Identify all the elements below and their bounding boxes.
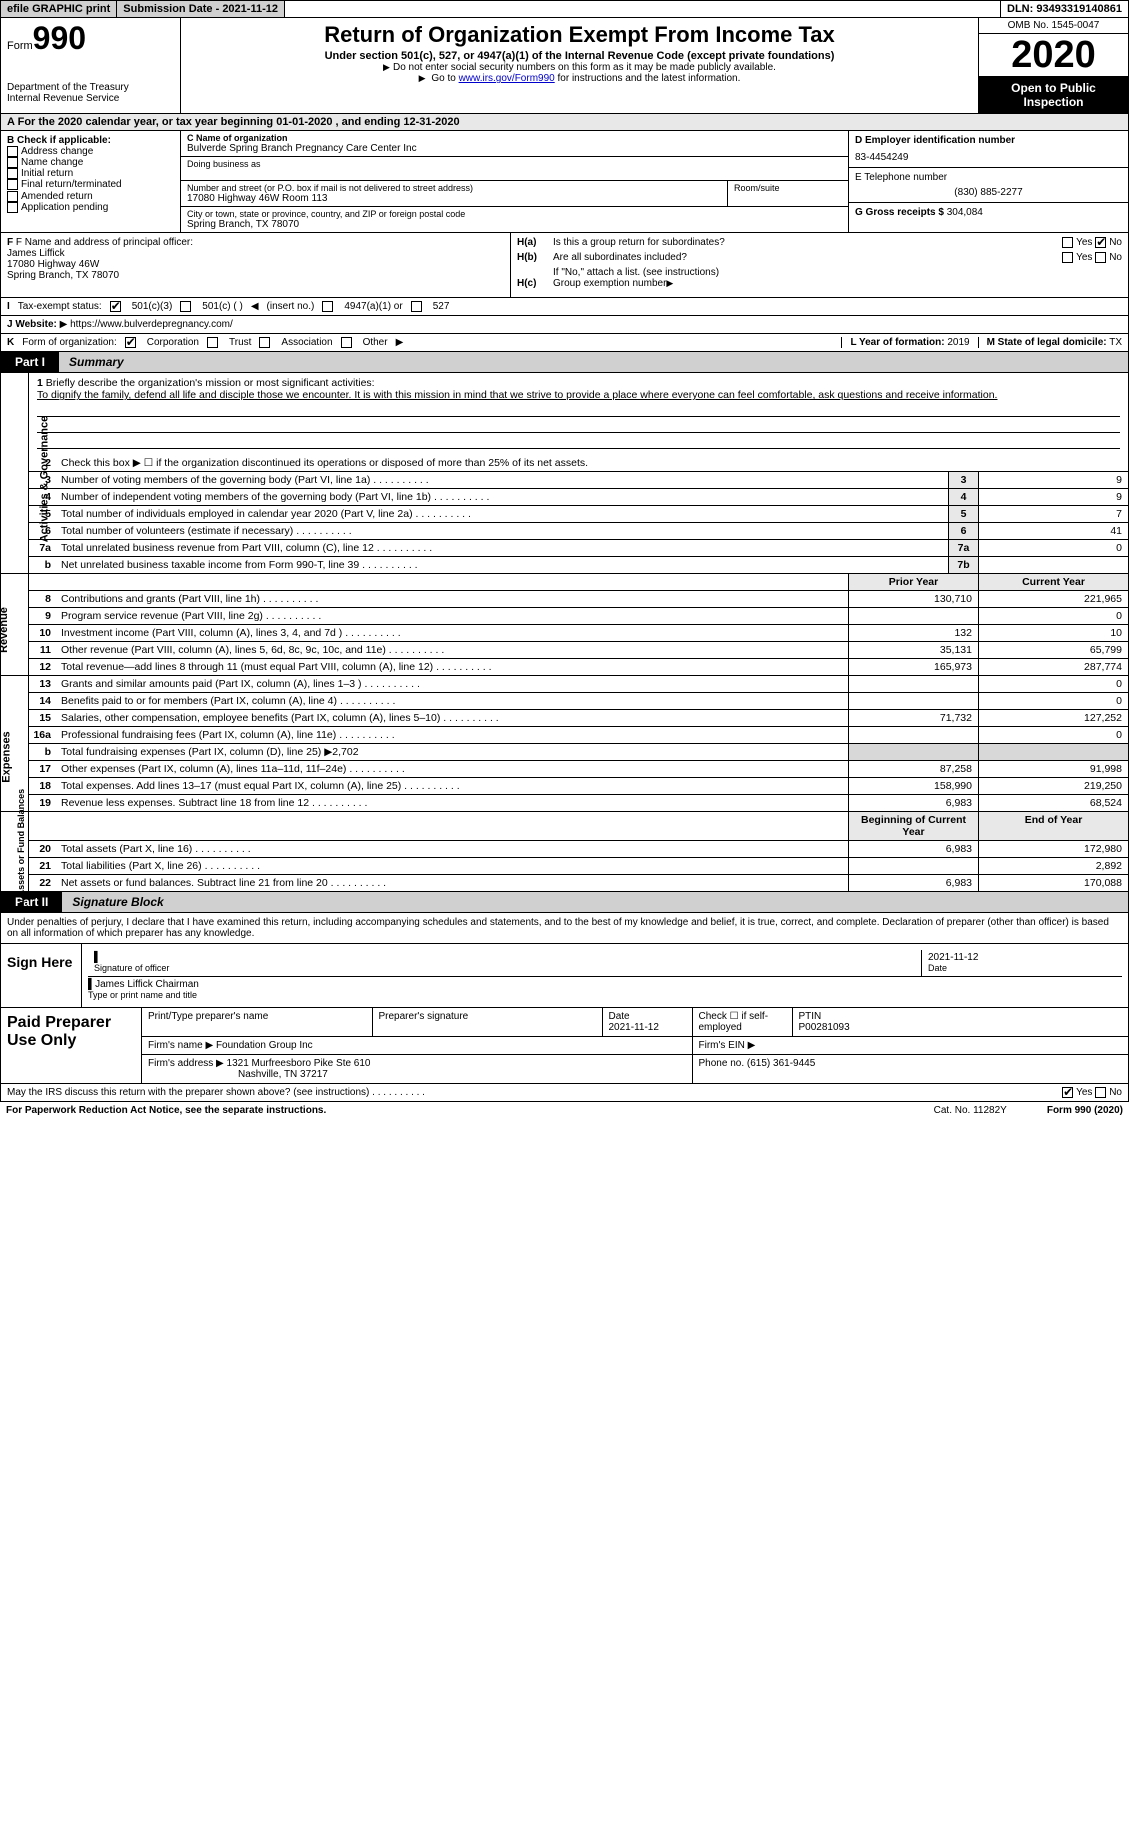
row-i: I Tax-exempt status: 501(c)(3) 501(c) ( … (0, 298, 1129, 316)
city-state-zip: Spring Branch, TX 78070 (187, 219, 842, 230)
block-bcd: B Check if applicable: Address change Na… (0, 131, 1129, 233)
tax-year: 2020 (979, 34, 1128, 77)
summary-rev: Revenue Prior YearCurrent Year 8Contribu… (0, 574, 1129, 676)
footer: For Paperwork Reduction Act Notice, see … (0, 1102, 1129, 1119)
omb-no: OMB No. 1545-0047 (979, 18, 1128, 34)
sig-decl: Under penalties of perjury, I declare th… (0, 913, 1129, 944)
officer-name: James Liffick (7, 248, 504, 259)
note-ssn: Do not enter social security numbers on … (187, 62, 972, 73)
sign-here: Sign Here ▌Signature of officer 2021-11-… (0, 944, 1129, 1008)
col-b: B Check if applicable: Address change Na… (1, 131, 181, 232)
col-c: C Name of organization Bulverde Spring B… (181, 131, 848, 232)
col-d: D Employer identification number 83-4454… (848, 131, 1128, 232)
header: Form990 Department of the Treasury Inter… (0, 18, 1129, 114)
form-prefix: Form (7, 40, 33, 52)
col-h: H(a)Is this a group return for subordina… (511, 233, 1128, 297)
website: https://www.bulverdepregnancy.com/ (70, 319, 233, 330)
col-f: F F Name and address of principal office… (1, 233, 511, 297)
paid-preparer: Paid Preparer Use Only Print/Type prepar… (0, 1008, 1129, 1084)
street-address: 17080 Highway 46W Room 113 (187, 193, 721, 204)
firm-phone: (615) 361-9445 (747, 1058, 815, 1069)
top-bar: efile GRAPHIC print Submission Date - 20… (0, 0, 1129, 18)
gross-receipts: 304,084 (947, 207, 983, 218)
mission-text: To dignify the family, defend all life a… (37, 389, 997, 401)
telephone: (830) 885-2277 (855, 183, 1122, 198)
part1-bar: Part I Summary (0, 352, 1129, 373)
firm-name: Foundation Group Inc (216, 1040, 313, 1051)
line-a: A For the 2020 calendar year, or tax yea… (0, 114, 1129, 131)
dln: DLN: 93493319140861 (1000, 1, 1128, 17)
form-title: Return of Organization Exempt From Incom… (187, 22, 972, 48)
org-name: Bulverde Spring Branch Pregnancy Care Ce… (187, 143, 842, 154)
block-fh: F F Name and address of principal office… (0, 233, 1129, 298)
row-k: KForm of organization: Corporation Trust… (0, 334, 1129, 352)
note-goto: Go to www.irs.gov/Form990 for instructio… (187, 73, 972, 84)
officer-sig-name: James Liffick Chairman (95, 979, 199, 990)
ein: 83-4454249 (855, 146, 1122, 163)
irs-discuss: May the IRS discuss this return with the… (0, 1084, 1129, 1102)
public-inspection: Open to Public Inspection (979, 77, 1128, 113)
submission-date: Submission Date - 2021-11-12 (117, 1, 285, 17)
ptin: P00281093 (799, 1022, 850, 1033)
form990-link[interactable]: www.irs.gov/Form990 (459, 73, 555, 84)
form-subtitle: Under section 501(c), 527, or 4947(a)(1)… (187, 50, 972, 62)
summary-na: Net Assets or Fund Balances Beginning of… (0, 812, 1129, 892)
part2-bar: Part II Signature Block (0, 892, 1129, 913)
form-number: 990 (33, 20, 86, 56)
summary-gov: Activities & Governance 1 Briefly descri… (0, 373, 1129, 574)
row-j: J Website: ▶ https://www.bulverdepregnan… (0, 316, 1129, 334)
summary-exp: Expenses 13Grants and similar amounts pa… (0, 676, 1129, 812)
efile-label: efile GRAPHIC print (1, 1, 117, 17)
dept-treasury: Department of the Treasury Internal Reve… (7, 82, 174, 104)
